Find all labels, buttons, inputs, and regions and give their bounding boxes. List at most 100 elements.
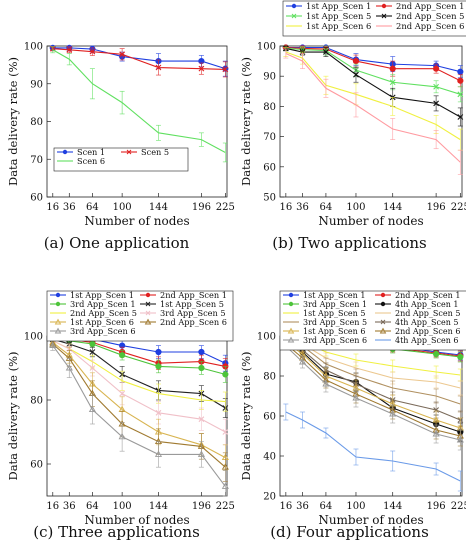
- x-tick-label: 100: [346, 501, 365, 512]
- series-2: [283, 46, 462, 102]
- panel-0: 60 70 80 90 100 16 36 64 100 144 196 225 Number of n…: [6, 42, 235, 229]
- y-tick-label: 100: [24, 332, 43, 343]
- legend-label: 1st App_Scen 5: [303, 309, 365, 318]
- data-point: [458, 69, 463, 74]
- legend-label: 1st App_Scen 6: [306, 21, 371, 32]
- panel-3: 20 40 60 80 100 16 36 64 100 144 196 225 Number of n…: [239, 291, 466, 527]
- y-tick-label: 90: [263, 72, 276, 83]
- y-tick-label: 20: [263, 492, 276, 503]
- x-tick-label: 64: [86, 202, 99, 213]
- y-tick-label: 100: [257, 332, 276, 343]
- data-point: [353, 59, 358, 64]
- legend-marker: [289, 293, 293, 297]
- legend-label: Scen 6: [77, 156, 105, 166]
- x-tick-label: 36: [63, 501, 76, 512]
- legend-label: 2nd App_Scen 6: [395, 327, 460, 336]
- x-tick-label: 144: [149, 501, 168, 512]
- panel-2: 608010016 36 64 100 144 196 225Number of nodes…: [6, 290, 235, 527]
- y-axis-label: Data delivery rate (%): [239, 351, 253, 480]
- legend-label: 2nd App_Scen 1: [395, 291, 460, 300]
- legend-label: 3rd App_Scen 6: [303, 336, 367, 345]
- series-line: [286, 48, 460, 94]
- legend-marker: [63, 150, 67, 154]
- y-tick-label: 80: [263, 372, 276, 383]
- x-tick-label: 36: [63, 202, 76, 213]
- y-axis-label: Data delivery rate (%): [6, 351, 20, 480]
- legend-marker: [146, 293, 150, 297]
- x-tick-label: 16: [46, 202, 59, 213]
- legend: 1st App_Scen 1 2nd App_Scen 1 1st App_Scen…: [283, 1, 466, 36]
- y-tick-label: 70: [263, 132, 276, 143]
- x-tick-label: 144: [383, 501, 402, 512]
- legend-label: 3rd App_Scen 1: [303, 300, 367, 309]
- x-tick-label: 100: [113, 202, 132, 213]
- legend-label: 4th App_Scen 6: [395, 336, 459, 345]
- x-tick-label: 100: [346, 202, 365, 213]
- legend-label: 4th App_Scen 1: [395, 300, 459, 309]
- y-tick-label: 60: [263, 412, 276, 423]
- data-point: [199, 365, 204, 370]
- legend-label: 2nd App_Scen 6: [160, 317, 227, 327]
- legend-marker: [56, 302, 60, 306]
- caption-two-applications: (b) Two applications: [233, 234, 466, 252]
- legend-label: 3rd App_Scen 6: [70, 326, 136, 336]
- legend-marker: [289, 302, 293, 306]
- x-tick-label: 16: [46, 501, 59, 512]
- x-tick-label: 144: [383, 202, 402, 213]
- x-axis-label: Number of nodes: [84, 214, 189, 228]
- y-tick-label: 80: [30, 117, 43, 128]
- x-tick-label: 196: [427, 202, 446, 213]
- series-line: [53, 50, 226, 153]
- legend: 1st App_Scen 1 2nd App_Scen 1 3rd App_Scen…: [47, 290, 233, 341]
- data-point: [120, 353, 125, 358]
- legend: 1st App_Scen 1 2nd App_Scen 1 3rd App_Scen…: [280, 291, 466, 350]
- y-tick-label: 80: [263, 102, 276, 113]
- legend-label: 2nd App_Scen 6: [396, 21, 464, 32]
- x-tick-label: 36: [296, 501, 309, 512]
- data-point: [156, 364, 161, 369]
- legend-label: 2nd App_Scen 5: [395, 309, 460, 318]
- x-tick-label: 64: [320, 202, 333, 213]
- x-axis-label: Number of nodes: [318, 214, 423, 228]
- x-tick-label: 64: [86, 501, 99, 512]
- x-tick-label: 225: [216, 202, 235, 213]
- x-tick-label: 196: [192, 501, 211, 512]
- y-tick-label: 50: [263, 193, 276, 204]
- caption-one-application: (a) One application: [0, 234, 233, 252]
- x-tick-label: 196: [427, 501, 446, 512]
- data-point: [390, 66, 395, 71]
- data-point: [458, 78, 463, 83]
- legend-label: 1st App_Scen 1: [303, 291, 365, 300]
- y-tick-label: 60: [263, 162, 276, 173]
- x-tick-label: 225: [216, 501, 235, 512]
- legend-label: 3rd App_Scen 5: [303, 318, 367, 327]
- legend-marker: [381, 293, 385, 297]
- y-tick-label: 100: [24, 42, 43, 53]
- y-tick-label: 60: [30, 193, 43, 204]
- data-point: [434, 66, 439, 71]
- y-axis-label: Data delivery rate (%): [239, 57, 253, 186]
- data-point: [434, 351, 439, 356]
- legend-marker: [56, 293, 60, 297]
- legend-label: 4th App_Scen 5: [395, 318, 459, 327]
- y-tick-label: 40: [263, 452, 276, 463]
- data-point: [90, 341, 95, 346]
- legend-marker: [292, 4, 296, 8]
- y-tick-label: 70: [30, 155, 43, 166]
- legend-marker: [381, 302, 385, 306]
- x-tick-label: 36: [296, 202, 309, 213]
- x-tick-label: 100: [113, 501, 132, 512]
- x-tick-label: 16: [279, 501, 292, 512]
- series-line: [286, 48, 460, 117]
- x-tick-label: 196: [192, 202, 211, 213]
- data-point: [223, 372, 228, 377]
- plot-frame: [280, 336, 462, 496]
- legend-label: Scen 5: [141, 147, 169, 157]
- caption-three-applications: (c) Three applications: [0, 523, 233, 541]
- x-tick-label: 225: [451, 202, 466, 213]
- legend-label: 1st App_Scen 6: [303, 327, 365, 336]
- y-tick-label: 90: [30, 79, 43, 90]
- legend: Scen 1 Scen 5 Scen 6: [54, 147, 188, 171]
- x-tick-label: 225: [451, 501, 466, 512]
